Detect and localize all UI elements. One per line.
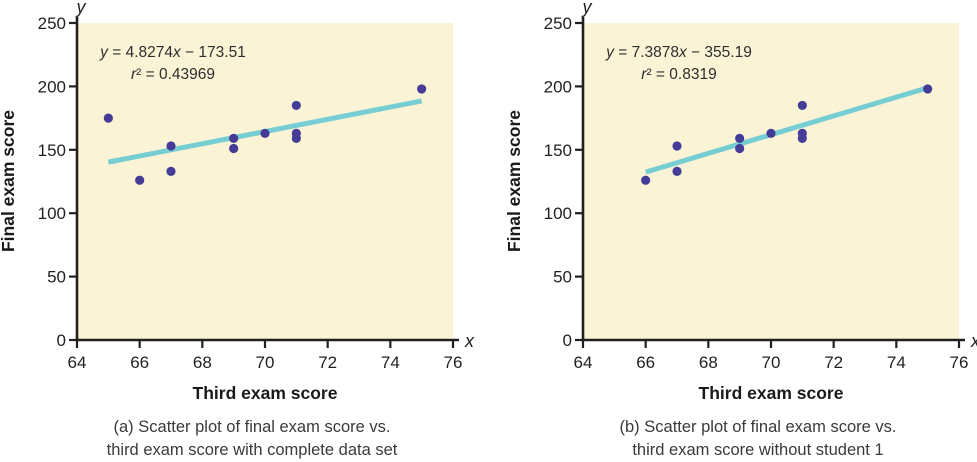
- x-tick-label: 76: [444, 353, 463, 372]
- y-tick-label: 100: [38, 204, 66, 223]
- regression-line: [644, 85, 929, 175]
- data-point: [103, 113, 113, 123]
- x-tick-label: 66: [130, 353, 149, 372]
- data-point: [797, 100, 807, 111]
- y-tick-label: 100: [544, 204, 572, 223]
- data-point: [797, 128, 807, 138]
- data-point: [229, 133, 239, 143]
- regression-equation: y = 7.3878x − 355.19: [605, 44, 752, 61]
- x-tick-label: 74: [381, 353, 400, 372]
- x-tick-label: 76: [950, 353, 969, 372]
- y-axis-letter: y: [581, 0, 593, 17]
- scatter-plot-b-svg: 64 66 68 70 72 74 76 0 50 100 150 200 250 y x y = 7.387…: [504, 0, 977, 459]
- x-tick-label: 64: [68, 353, 87, 372]
- x-tick-label: 70: [256, 353, 275, 372]
- x-tick-label: 74: [887, 353, 906, 372]
- x-tick-label: 68: [699, 353, 718, 372]
- x-tick-label: 70: [762, 353, 781, 372]
- y-tick-label: 200: [544, 77, 572, 96]
- x-axis-letter: x: [970, 331, 977, 351]
- caption-line-2: third exam score with complete data set: [107, 441, 398, 459]
- data-point: [766, 128, 776, 138]
- data-point: [672, 141, 682, 151]
- regression-equation: y = 4.8274x − 173.51: [99, 44, 246, 61]
- data-point: [166, 141, 176, 151]
- y-tick-label: 0: [563, 331, 572, 350]
- data-point: [291, 100, 301, 111]
- data-point: [735, 143, 745, 154]
- r-squared-value: r² = 0.43969: [131, 66, 215, 83]
- caption-line-1: (b) Scatter plot of final exam score vs.: [620, 418, 897, 436]
- y-axis-letter: y: [75, 0, 87, 17]
- data-point: [735, 133, 745, 143]
- y-tick-label: 50: [47, 268, 66, 287]
- x-tick-label: 72: [824, 353, 843, 372]
- data-point: [672, 166, 682, 176]
- y-tick-label: 150: [544, 141, 572, 160]
- caption-line-2: third exam score without student 1: [632, 441, 883, 459]
- data-point: [229, 143, 239, 154]
- x-tick-label: 64: [574, 353, 593, 372]
- x-tick-label: 68: [193, 353, 212, 372]
- y-tick-label: 50: [553, 268, 572, 287]
- y-tick-label: 0: [57, 331, 66, 350]
- scatter-plot-panel-a: 64 66 68 70 72 74 76 0 50 100 150 200 250 y x y = 4.827…: [0, 0, 488, 462]
- data-point: [260, 128, 270, 138]
- data-point: [166, 166, 176, 176]
- plot-area: [583, 23, 959, 340]
- x-axis-title: Third exam score: [193, 383, 338, 403]
- r-squared-value: r² = 0.8319: [641, 66, 716, 83]
- y-tick-label: 250: [38, 14, 66, 33]
- y-axis-title: Final exam score: [0, 110, 18, 252]
- scatter-plot-a-svg: 64 66 68 70 72 74 76 0 50 100 150 200 250 y x y = 4.827…: [0, 0, 475, 459]
- y-tick-label: 250: [544, 14, 572, 33]
- data-point: [291, 128, 301, 138]
- x-tick-label: 66: [636, 353, 655, 372]
- x-axis-title: Third exam score: [699, 383, 844, 403]
- x-tick-label: 72: [318, 353, 337, 372]
- scatter-plot-panel-b: 64 66 68 70 72 74 76 0 50 100 150 200 250 y x y = 7.387…: [489, 0, 977, 462]
- caption-line-1: (a) Scatter plot of final exam score vs.: [114, 418, 391, 436]
- data-point: [135, 175, 145, 185]
- x-axis-letter: x: [464, 331, 475, 351]
- y-axis-title: Final exam score: [504, 110, 524, 252]
- data-point: [417, 84, 427, 94]
- data-point: [641, 175, 651, 185]
- data-point: [923, 84, 933, 94]
- y-tick-label: 200: [38, 77, 66, 96]
- y-tick-label: 150: [38, 141, 66, 160]
